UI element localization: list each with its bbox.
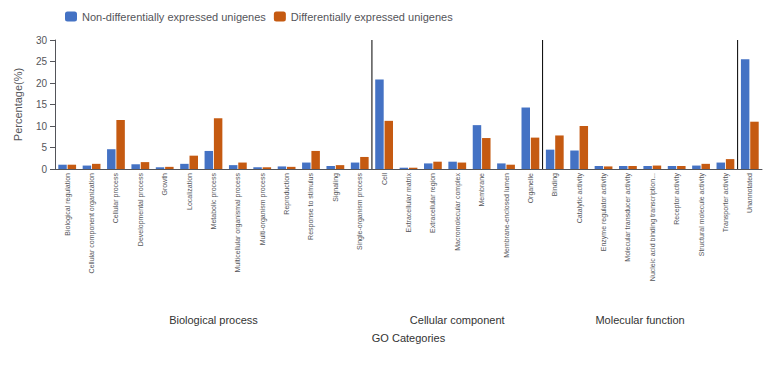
svg-text:Differentially expressed unige: Differentially expressed unigenes: [291, 11, 453, 23]
svg-text:Response to stimulus: Response to stimulus: [307, 173, 315, 240]
svg-text:Binding: Binding: [551, 173, 559, 196]
svg-text:Extracellular matrix: Extracellular matrix: [405, 173, 412, 233]
svg-text:Membrane: Membrane: [478, 173, 485, 207]
svg-text:GO Categories: GO Categories: [372, 332, 446, 344]
svg-text:20: 20: [36, 78, 48, 89]
svg-text:10: 10: [36, 121, 48, 132]
svg-text:Growth: Growth: [161, 173, 168, 196]
svg-text:30: 30: [36, 35, 48, 46]
svg-text:Reproduction: Reproduction: [283, 173, 291, 215]
svg-text:Multi-organism process: Multi-organism process: [259, 173, 267, 246]
svg-text:Nucleic acid binding transcrip: Nucleic acid binding transcription...: [649, 173, 657, 281]
svg-text:Molecular transducer activity: Molecular transducer activity: [624, 173, 632, 262]
svg-text:15: 15: [36, 99, 48, 110]
svg-text:Cell: Cell: [381, 173, 388, 186]
svg-text:Membrane-enclosed lumen: Membrane-enclosed lumen: [503, 173, 510, 258]
svg-text:Signaling: Signaling: [332, 173, 340, 202]
svg-text:Catalytic activity: Catalytic activity: [576, 173, 584, 224]
svg-text:Transporter activity: Transporter activity: [722, 173, 730, 233]
svg-text:Non-differentially expressed u: Non-differentially expressed unigenes: [82, 11, 266, 23]
svg-text:Cellular component: Cellular component: [410, 314, 505, 326]
svg-text:Molecular function: Molecular function: [595, 314, 684, 326]
svg-text:Multicellular organismal proce: Multicellular organismal process: [234, 173, 242, 273]
svg-text:Extracellular region: Extracellular region: [429, 173, 437, 233]
svg-text:Organelle: Organelle: [527, 173, 535, 203]
svg-text:Unannotated: Unannotated: [746, 173, 753, 213]
svg-text:Biological regulation: Biological regulation: [64, 173, 72, 236]
svg-text:Developmental process: Developmental process: [137, 173, 145, 247]
svg-text:Receptor activity: Receptor activity: [673, 173, 681, 225]
svg-text:Cellular process: Cellular process: [112, 173, 120, 224]
svg-text:5: 5: [41, 142, 47, 153]
svg-text:Metabolic process: Metabolic process: [210, 173, 218, 230]
svg-text:Structural molecule activity: Structural molecule activity: [698, 173, 706, 257]
svg-text:25: 25: [36, 56, 48, 67]
svg-text:0: 0: [41, 164, 47, 175]
svg-text:Cellular component organizatio: Cellular component organization: [88, 173, 96, 273]
svg-text:Macromolecular complex: Macromolecular complex: [454, 173, 462, 251]
svg-text:Biological process: Biological process: [169, 314, 258, 326]
svg-text:Localization: Localization: [186, 173, 193, 210]
svg-text:Percentage(%): Percentage(%): [12, 68, 24, 141]
svg-text:Enzyme regulator activity: Enzyme regulator activity: [600, 173, 608, 252]
svg-text:Single-organism process: Single-organism process: [356, 173, 364, 251]
